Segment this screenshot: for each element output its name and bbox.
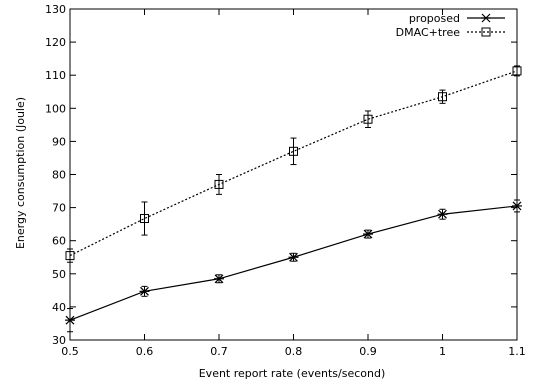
square-marker [140,214,149,224]
series-line [69,205,518,321]
y-axis-title: Energy consumption (Joule) [14,97,27,249]
x-tick-label: 0.6 [136,345,154,358]
series [65,65,522,333]
square-marker [214,179,224,189]
ticks: 30 40 50 60 70 80 90 100 110 120 130 0.5 0.6 0.7 0.8 0.… [45,3,526,358]
x-axis-title: Event report rate (events/second) [199,367,386,380]
square-marker [289,146,298,156]
y-tick-label: 30 [52,334,66,347]
x-tick-label: 0.8 [285,345,303,358]
x-tick-label: 0.7 [210,345,228,358]
x-tick-label: 1.1 [508,345,526,358]
series-1 [65,65,522,263]
legend-label: DMAC+tree [396,26,461,39]
square-marker [65,251,75,261]
star-marker [288,252,299,262]
square-marker [363,114,373,124]
legend-label: proposed [409,12,460,25]
star-marker [481,13,491,23]
x-tick-label: 0.9 [359,345,377,358]
y-tick-label: 80 [52,169,66,182]
x-tick-label: 0.5 [61,345,79,358]
axes [69,8,518,341]
square-marker [438,92,447,102]
y-tick-label: 130 [45,3,66,16]
x-tick-label: 1 [439,345,446,358]
y-tick-label: 70 [52,202,66,215]
y-tick-label: 100 [45,102,66,115]
y-tick-label: 50 [52,268,66,281]
y-tick-label: 60 [52,235,66,248]
star-marker [512,201,522,211]
square-marker [481,27,491,37]
y-tick-label: 110 [45,69,66,82]
plot-frame [69,8,518,341]
square-marker [512,66,522,76]
star-marker [214,274,224,284]
y-tick-label: 40 [52,301,66,314]
y-tick-label: 120 [45,36,66,49]
y-tick-label: 90 [52,135,66,148]
star-marker [363,229,373,239]
star-marker [437,209,448,219]
star-marker [139,286,150,296]
star-marker [65,315,75,325]
series-0 [65,199,522,333]
